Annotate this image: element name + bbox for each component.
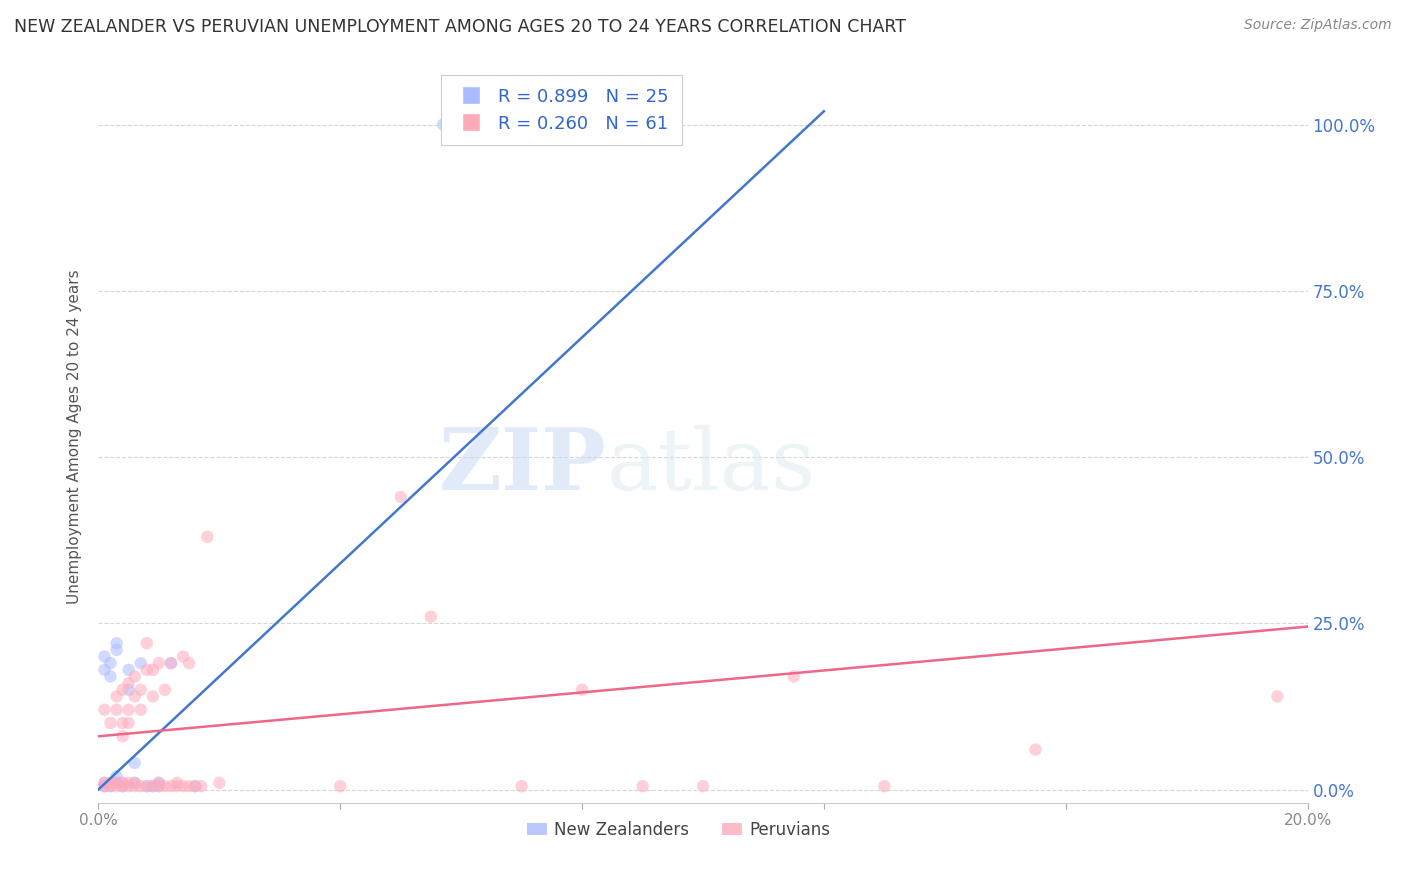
Point — [118, 703, 141, 717]
Point — [105, 636, 128, 650]
Point — [166, 776, 188, 790]
Y-axis label: Unemployment Among Ages 20 to 24 years: Unemployment Among Ages 20 to 24 years — [67, 269, 83, 605]
Point — [118, 716, 141, 731]
Point — [1267, 690, 1289, 704]
Point — [160, 656, 183, 670]
Point — [142, 779, 165, 793]
Point — [93, 776, 115, 790]
Point — [105, 690, 128, 704]
Point — [172, 779, 194, 793]
Point — [93, 663, 115, 677]
Point — [148, 776, 170, 790]
Point — [148, 656, 170, 670]
Point — [100, 779, 122, 793]
Point — [184, 779, 207, 793]
Point — [111, 729, 134, 743]
Point — [111, 776, 134, 790]
Point — [153, 682, 176, 697]
Point — [124, 669, 146, 683]
Point — [873, 779, 896, 793]
Text: ZIP: ZIP — [439, 425, 606, 508]
Point — [389, 490, 412, 504]
Point — [135, 663, 157, 677]
Point — [93, 703, 115, 717]
Point — [111, 776, 134, 790]
Point — [148, 779, 170, 793]
Point — [111, 779, 134, 793]
Point — [195, 530, 218, 544]
Legend: New Zealanders, Peruvians: New Zealanders, Peruvians — [520, 814, 837, 846]
Point — [100, 669, 122, 683]
Point — [571, 682, 593, 697]
Point — [148, 776, 170, 790]
Point — [184, 779, 207, 793]
Point — [692, 779, 714, 793]
Point — [100, 776, 122, 790]
Point — [129, 682, 152, 697]
Point — [432, 118, 454, 132]
Point — [420, 609, 443, 624]
Text: NEW ZEALANDER VS PERUVIAN UNEMPLOYMENT AMONG AGES 20 TO 24 YEARS CORRELATION CHA: NEW ZEALANDER VS PERUVIAN UNEMPLOYMENT A… — [14, 18, 905, 36]
Point — [510, 779, 533, 793]
Point — [105, 703, 128, 717]
Point — [105, 779, 128, 793]
Point — [118, 779, 141, 793]
Point — [124, 779, 146, 793]
Point — [783, 669, 806, 683]
Point — [93, 776, 115, 790]
Text: Source: ZipAtlas.com: Source: ZipAtlas.com — [1244, 18, 1392, 32]
Point — [118, 663, 141, 677]
Point — [190, 779, 212, 793]
Point — [100, 716, 122, 731]
Point — [111, 779, 134, 793]
Point — [160, 656, 183, 670]
Point — [105, 776, 128, 790]
Point — [129, 703, 152, 717]
Point — [93, 779, 115, 793]
Point — [135, 779, 157, 793]
Point — [135, 779, 157, 793]
Point — [105, 643, 128, 657]
Point — [329, 779, 352, 793]
Point — [124, 756, 146, 770]
Point — [118, 776, 141, 790]
Point — [631, 779, 654, 793]
Point — [129, 779, 152, 793]
Point — [93, 779, 115, 793]
Point — [142, 663, 165, 677]
Point — [135, 636, 157, 650]
Point — [111, 682, 134, 697]
Point — [160, 779, 183, 793]
Point — [100, 656, 122, 670]
Point — [124, 690, 146, 704]
Point — [172, 649, 194, 664]
Point — [93, 649, 115, 664]
Point — [129, 656, 152, 670]
Point — [105, 776, 128, 790]
Point — [111, 716, 134, 731]
Point — [100, 779, 122, 793]
Point — [118, 682, 141, 697]
Point — [148, 779, 170, 793]
Point — [142, 779, 165, 793]
Point — [124, 776, 146, 790]
Point — [208, 776, 231, 790]
Point — [166, 779, 188, 793]
Point — [179, 656, 201, 670]
Point — [153, 779, 176, 793]
Point — [105, 769, 128, 783]
Point — [142, 690, 165, 704]
Point — [124, 776, 146, 790]
Point — [179, 779, 201, 793]
Point — [118, 676, 141, 690]
Point — [1024, 742, 1046, 756]
Text: atlas: atlas — [606, 425, 815, 508]
